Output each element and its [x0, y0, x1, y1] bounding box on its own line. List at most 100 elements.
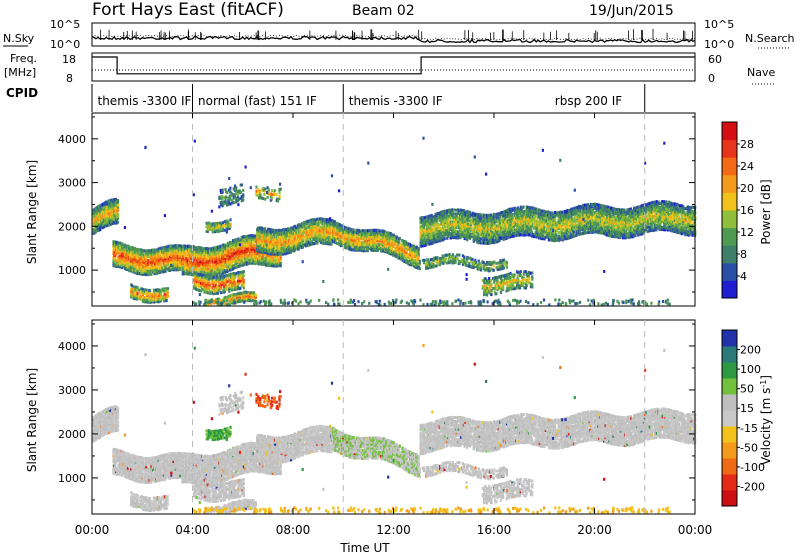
power-cell: [422, 234, 425, 237]
power-cell: [295, 240, 298, 244]
power-cell: [411, 255, 414, 259]
power-cell: [375, 228, 378, 232]
power-cell: [179, 254, 182, 258]
power-cell: [359, 236, 362, 240]
power-cell: [108, 199, 112, 203]
power-cell: [164, 265, 167, 269]
power-cell: [337, 222, 340, 226]
power-cell: [304, 226, 307, 230]
power-cell: [256, 239, 259, 243]
power-cell: [191, 265, 194, 269]
power-cell: [346, 244, 349, 248]
power-cell: [267, 232, 270, 236]
power-cell: [182, 264, 185, 268]
power-cell: [237, 245, 240, 248]
power-cell: [147, 273, 150, 277]
power-cell: [228, 287, 231, 291]
power-cell: [156, 248, 159, 252]
power-cell: [348, 239, 351, 243]
power-cell: [264, 235, 267, 239]
power-cell: [420, 220, 423, 224]
power-cell: [170, 266, 173, 270]
power-cell: [188, 252, 191, 256]
power-cell: [215, 278, 218, 282]
power-cell: [213, 268, 216, 272]
power-cell: [114, 246, 117, 250]
power-cell: [224, 259, 227, 262]
power-cell: [234, 287, 237, 291]
power-cell: [209, 224, 212, 228]
power-cell: [218, 229, 221, 233]
power-cell: [353, 235, 356, 239]
power-cell: [166, 294, 169, 298]
power-cell: [242, 286, 245, 290]
power-cell: [271, 244, 274, 248]
power-cell: [219, 248, 222, 252]
power-cell: [311, 222, 314, 226]
power-cell: [284, 232, 287, 235]
power-cell: [248, 246, 251, 250]
power-cell: [429, 238, 432, 242]
power-cell: [241, 295, 244, 299]
power-cell: [270, 252, 273, 256]
power-cell: [415, 266, 418, 270]
power-cell: [426, 221, 429, 225]
power-cell: [294, 240, 297, 244]
power-cell: [229, 260, 232, 264]
power-cell: [287, 233, 291, 237]
power-cell: [284, 236, 287, 240]
power-cell: [149, 296, 152, 300]
power-cell: [222, 245, 225, 249]
power-cell: [153, 251, 157, 255]
power-cell: [203, 263, 206, 266]
power-cell: [407, 247, 410, 251]
power-cell: [276, 260, 279, 264]
power-cell: [316, 241, 319, 245]
power-cell: [113, 209, 116, 213]
power-cell: [429, 222, 432, 226]
power-cell: [198, 248, 201, 252]
power-cell: [349, 228, 352, 232]
power-cell: [151, 266, 155, 270]
power-cell: [222, 224, 225, 228]
power-cell: [159, 263, 162, 266]
power-cell: [429, 226, 432, 230]
power-cell: [209, 247, 212, 251]
power-cell: [193, 245, 196, 249]
power-cell: [228, 302, 231, 306]
power-cell: [210, 268, 213, 272]
power-cell: [232, 288, 235, 291]
power-cell: [123, 265, 126, 269]
power-cell: [172, 258, 175, 262]
power-cell: [425, 243, 428, 247]
power-cell: [156, 265, 159, 269]
power-cell: [314, 232, 317, 236]
power-cell: [116, 207, 120, 211]
power-cell: [154, 292, 157, 296]
power-cell: [309, 227, 312, 231]
power-cell: [201, 279, 204, 283]
power-cell: [337, 232, 340, 236]
power-cell: [411, 244, 414, 248]
power-cell: [163, 295, 166, 299]
power-cell: [113, 219, 116, 223]
power-cell: [140, 287, 143, 291]
power-cell: [97, 228, 100, 232]
power-cell: [257, 226, 260, 230]
power-cell: [136, 250, 139, 254]
power-cell: [378, 235, 381, 239]
power-cell: [301, 222, 304, 226]
power-cell: [215, 251, 218, 255]
power-cell: [175, 268, 178, 272]
power-cell: [407, 244, 410, 248]
power-cell: [209, 265, 212, 269]
power-cell: [153, 250, 157, 254]
power-cell: [334, 233, 337, 237]
power-cell: [287, 251, 291, 254]
power-cell: [276, 258, 279, 262]
power-cell: [218, 227, 221, 231]
power-cell: [378, 229, 381, 233]
power-cell: [150, 298, 153, 302]
power-cell: [274, 254, 277, 258]
power-cell: [370, 237, 373, 241]
